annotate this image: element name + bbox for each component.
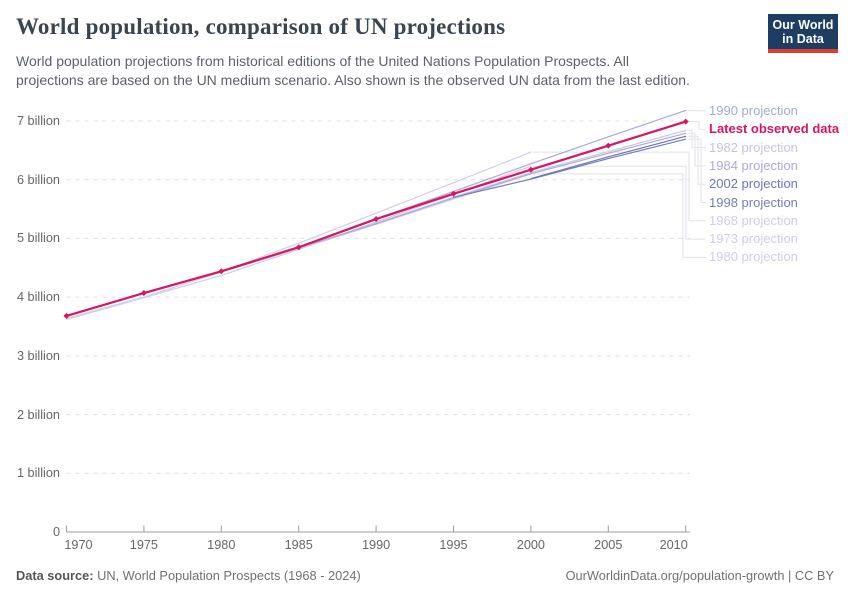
- legend-item-latest-observed-data[interactable]: Latest observed data: [709, 121, 840, 137]
- x-axis-label-2000: 2000: [516, 538, 545, 552]
- datasource-note: Data source: UN, World Population Prospe…: [16, 568, 361, 583]
- data-point-marker[interactable]: [63, 312, 70, 319]
- x-axis-label-1970: 1970: [64, 538, 93, 552]
- y-axis-label-3: 3 billion: [16, 348, 60, 363]
- y-axis-label-1: 1 billion: [16, 466, 60, 481]
- series-line-1984-projection[interactable]: [298, 132, 687, 249]
- legend-item-1968-projection[interactable]: 1968 projection: [709, 212, 798, 228]
- legend-connector-2002-projection: [687, 135, 706, 185]
- x-axis-label-1990: 1990: [361, 538, 391, 552]
- legend-item-1998-projection[interactable]: 1998 projection: [709, 194, 798, 210]
- data-point-marker[interactable]: [140, 290, 147, 297]
- legend-connector-1990-projection: [687, 109, 707, 112]
- series-line-1990-projection[interactable]: [375, 109, 687, 220]
- legend-item-1982-projection[interactable]: 1982 projection: [709, 139, 798, 155]
- legend-connector-latest-observed-data: [687, 121, 706, 130]
- data-point-marker[interactable]: [373, 216, 380, 223]
- y-axis-label-4: 4 billion: [16, 290, 60, 305]
- data-point-marker[interactable]: [218, 268, 225, 275]
- series-line-1998-projection[interactable]: [452, 138, 687, 198]
- y-axis-label-5: 5 billion: [16, 231, 60, 246]
- legend-item-1980-projection[interactable]: 1980 projection: [709, 249, 798, 265]
- y-axis-label-0: 0: [52, 525, 60, 539]
- series-line-2002-projection[interactable]: [530, 135, 687, 180]
- data-point-marker[interactable]: [527, 166, 534, 173]
- legend-item-1990-projection[interactable]: 1990 projection: [709, 103, 798, 118]
- credit-link[interactable]: OurWorldinData.org/population-growth | C…: [565, 568, 834, 583]
- x-axis-label-1975: 1975: [129, 538, 158, 552]
- legend-connector-1984-projection: [687, 132, 706, 167]
- data-point-marker[interactable]: [450, 190, 457, 197]
- datasource-text: UN, World Population Prospects (1968 - 2…: [93, 568, 361, 583]
- data-point-marker[interactable]: [295, 244, 302, 251]
- x-axis-label-2010: 2010: [659, 538, 688, 552]
- y-axis-label-7: 7 billion: [16, 114, 60, 128]
- y-axis-label-6: 6 billion: [16, 172, 60, 187]
- y-axis-label-2: 2 billion: [16, 407, 60, 422]
- legend-item-2002-projection[interactable]: 2002 projection: [709, 176, 798, 192]
- series-line-1968-projection[interactable]: [65, 151, 532, 319]
- legend-connector-1968-projection: [532, 151, 706, 222]
- legend-item-1973-projection[interactable]: 1973 projection: [709, 231, 798, 247]
- x-axis-label-1995: 1995: [439, 538, 468, 552]
- chart-subtitle: World population projections from histor…: [16, 52, 776, 90]
- x-axis-label-1985: 1985: [284, 538, 313, 552]
- owid-logo-line2: in Data: [782, 32, 824, 46]
- x-axis-label-2005: 2005: [594, 538, 623, 552]
- page-title: World population, comparison of UN proje…: [16, 14, 506, 39]
- owid-logo[interactable]: Our World in Data: [768, 14, 838, 53]
- subtitle-line-2: projections are based on the UN medium s…: [16, 72, 690, 88]
- legend-connector-1998-projection: [687, 138, 706, 203]
- owid-logo-line1: Our World: [772, 18, 834, 32]
- legend-connector-1980-projection: [532, 173, 706, 258]
- datasource-label: Data source:: [16, 568, 94, 583]
- data-point-marker[interactable]: [605, 142, 612, 149]
- data-point-marker[interactable]: [682, 118, 689, 125]
- x-axis-label-1980: 1980: [207, 538, 236, 552]
- legend-item-1984-projection[interactable]: 1984 projection: [709, 157, 798, 173]
- subtitle-line-1: World population projections from histor…: [16, 53, 629, 69]
- legend-connector-1973-projection: [532, 165, 706, 240]
